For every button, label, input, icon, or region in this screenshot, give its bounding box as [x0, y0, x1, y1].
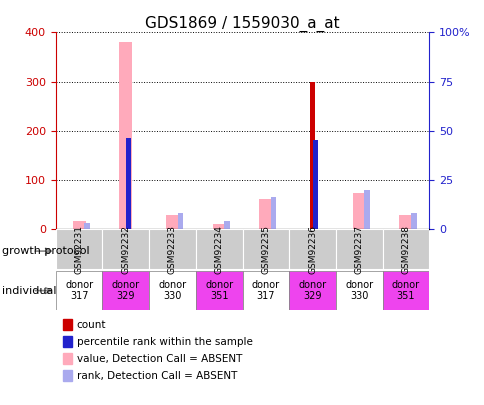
Text: donor
317: donor 317	[251, 280, 279, 301]
Text: GSM92232: GSM92232	[121, 225, 130, 273]
Bar	[177, 213, 183, 229]
Bar	[84, 223, 90, 229]
FancyBboxPatch shape	[382, 271, 428, 310]
Text: passage 3: passage 3	[303, 245, 367, 258]
Text: donor
351: donor 351	[391, 280, 419, 301]
Text: donor
330: donor 330	[345, 280, 373, 301]
Bar	[212, 224, 225, 229]
FancyBboxPatch shape	[288, 271, 335, 310]
FancyBboxPatch shape	[196, 271, 242, 310]
Title: GDS1869 / 1559030_a_at: GDS1869 / 1559030_a_at	[145, 16, 339, 32]
FancyBboxPatch shape	[288, 229, 335, 269]
Bar	[166, 215, 179, 229]
Bar	[310, 81, 314, 229]
Text: count: count	[76, 320, 106, 330]
FancyBboxPatch shape	[196, 229, 242, 269]
Text: GSM92237: GSM92237	[354, 225, 363, 273]
Text: percentile rank within the sample: percentile rank within the sample	[76, 337, 252, 347]
Text: growth protocol: growth protocol	[2, 246, 90, 256]
Text: GSM92236: GSM92236	[307, 225, 317, 273]
Text: donor
329: donor 329	[111, 280, 139, 301]
Text: GSM92233: GSM92233	[167, 225, 177, 273]
FancyBboxPatch shape	[56, 229, 102, 269]
Bar	[224, 221, 229, 229]
Bar	[259, 199, 272, 229]
Text: donor
329: donor 329	[298, 280, 326, 301]
FancyBboxPatch shape	[56, 271, 102, 310]
Text: GSM92238: GSM92238	[401, 225, 409, 273]
FancyBboxPatch shape	[242, 234, 428, 269]
Text: donor
317: donor 317	[65, 280, 93, 301]
Bar	[398, 215, 411, 229]
Bar	[312, 141, 317, 229]
Text: rank, Detection Call = ABSENT: rank, Detection Call = ABSENT	[76, 371, 237, 381]
Text: individual: individual	[2, 286, 57, 296]
Text: donor
351: donor 351	[205, 280, 233, 301]
Bar	[126, 139, 131, 229]
Bar	[363, 190, 369, 229]
FancyBboxPatch shape	[102, 229, 149, 269]
Text: GSM92231: GSM92231	[75, 225, 83, 273]
Bar	[271, 197, 276, 229]
FancyBboxPatch shape	[242, 229, 288, 269]
Bar	[119, 42, 132, 229]
FancyBboxPatch shape	[149, 229, 196, 269]
Text: passage 1: passage 1	[117, 245, 181, 258]
Text: GSM92234: GSM92234	[214, 225, 223, 273]
Text: GSM92235: GSM92235	[261, 225, 270, 273]
Bar	[410, 213, 416, 229]
Bar	[73, 222, 86, 229]
FancyBboxPatch shape	[56, 234, 242, 269]
FancyBboxPatch shape	[242, 271, 288, 310]
Text: value, Detection Call = ABSENT: value, Detection Call = ABSENT	[76, 354, 242, 364]
FancyBboxPatch shape	[382, 229, 428, 269]
FancyBboxPatch shape	[149, 271, 196, 310]
Bar	[352, 194, 365, 229]
FancyBboxPatch shape	[102, 271, 149, 310]
FancyBboxPatch shape	[335, 271, 382, 310]
FancyBboxPatch shape	[335, 229, 382, 269]
Text: donor
330: donor 330	[158, 280, 186, 301]
